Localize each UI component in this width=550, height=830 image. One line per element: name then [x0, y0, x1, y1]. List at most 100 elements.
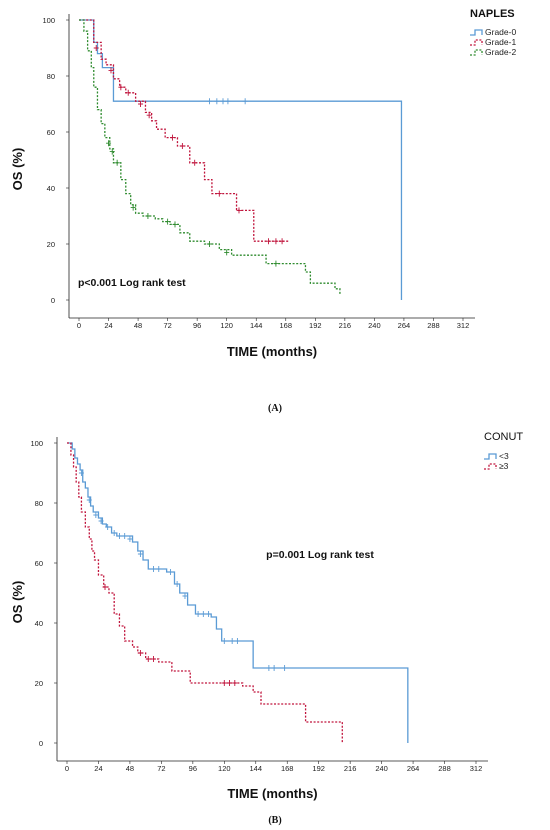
- censor-mark: [206, 98, 212, 105]
- censor-mark: [137, 650, 143, 656]
- y-tick-label: 80: [35, 499, 43, 508]
- x-tick-label: 120: [218, 764, 231, 773]
- censor-mark: [236, 207, 242, 214]
- censor-mark: [170, 134, 176, 141]
- y-tick-label: 60: [35, 559, 43, 568]
- censor-mark: [266, 238, 272, 245]
- censor-mark: [156, 566, 162, 572]
- censor-mark: [172, 221, 178, 228]
- censor-mark: [214, 98, 220, 105]
- x-tick-label: 0: [65, 764, 69, 773]
- censor-mark: [224, 249, 230, 256]
- censor-mark: [229, 638, 235, 644]
- x-tick-label: 120: [220, 321, 233, 330]
- legend-entry: Grade-0: [485, 27, 516, 37]
- x-tick-label: 216: [339, 321, 352, 330]
- censor-mark: [242, 98, 248, 105]
- chart-panel-a: 0 20 40 60 80 100 0 24 48 72 96 120 144 168 192 216 240 2…: [10, 8, 516, 414]
- censor-mark: [151, 656, 157, 662]
- censor-mark: [200, 611, 206, 617]
- censor-mark: [114, 159, 120, 166]
- x-tick-label: 264: [398, 321, 411, 330]
- legend-swatch: [470, 29, 483, 36]
- x-tick-label: 96: [193, 321, 201, 330]
- y-tick-label: 20: [35, 679, 43, 688]
- survival-curve-Grade0: [79, 19, 403, 300]
- censor-mark: [125, 89, 131, 96]
- censor-mark: [266, 665, 272, 671]
- censor-mark: [93, 512, 99, 518]
- legend-entry: Grade-2: [485, 47, 516, 57]
- censor-mark: [78, 470, 84, 476]
- censor-mark: [273, 238, 279, 245]
- censor-mark: [221, 680, 227, 686]
- y-axis-label: OS (%): [10, 148, 25, 191]
- censor-mark: [106, 140, 112, 147]
- legend-swatch: [484, 463, 497, 470]
- censor-mark: [145, 656, 151, 662]
- x-tick-label: 288: [427, 321, 440, 330]
- y-tick-label: 0: [39, 739, 43, 748]
- log-rank-annotation: p<0.001 Log rank test: [78, 277, 186, 289]
- legend-swatch: [470, 49, 483, 56]
- censor-mark: [118, 84, 124, 91]
- x-tick-label: 312: [457, 321, 470, 330]
- censor-mark: [109, 148, 115, 155]
- censor-mark: [108, 67, 114, 74]
- censor-mark: [206, 611, 212, 617]
- x-tick-label: 288: [438, 764, 451, 773]
- x-tick-label: 264: [407, 764, 420, 773]
- x-tick-label: 48: [134, 321, 142, 330]
- legend-entry: Grade-1: [485, 37, 516, 47]
- survival-curve-3ge3: [67, 442, 343, 743]
- y-tick-label: 60: [47, 128, 55, 137]
- survival-curve-Grade1: [79, 19, 289, 242]
- censor-mark: [279, 238, 285, 245]
- x-tick-label: 24: [104, 321, 112, 330]
- censor-mark: [174, 581, 180, 587]
- censor-mark: [271, 665, 277, 671]
- x-tick-label: 312: [470, 764, 483, 773]
- x-tick-label: 24: [94, 764, 102, 773]
- x-tick-label: 72: [157, 764, 165, 773]
- x-tick-label: 168: [280, 321, 293, 330]
- y-tick-label: 100: [42, 16, 55, 25]
- y-axis-label: OS (%): [10, 581, 25, 624]
- censor-mark: [227, 680, 233, 686]
- censor-mark: [234, 638, 240, 644]
- x-tick-label: 72: [163, 321, 171, 330]
- log-rank-annotation: p=0.001 Log rank test: [266, 549, 374, 561]
- chart-panel-b: 0 20 40 60 80 100 0 24 48 72 96 120 144 168 192 216 240 2…: [10, 431, 523, 826]
- censor-mark: [146, 112, 152, 119]
- censor-mark: [145, 213, 151, 219]
- y-tick-label: 0: [51, 296, 55, 305]
- x-tick-label: 192: [309, 321, 322, 330]
- censor-mark: [221, 638, 227, 644]
- x-tick-label: 216: [344, 764, 357, 773]
- legend-entry: ≥3: [499, 461, 509, 471]
- censor-mark: [127, 536, 133, 542]
- legend-swatch: [470, 39, 483, 46]
- censor-mark: [151, 566, 157, 572]
- y-tick-label: 20: [47, 240, 55, 249]
- censor-mark: [98, 518, 104, 524]
- y-tick-label: 40: [47, 184, 55, 193]
- censor-mark: [220, 98, 226, 105]
- censor-mark: [182, 593, 188, 599]
- panel-label: (B): [268, 815, 281, 826]
- censor-mark: [282, 665, 288, 671]
- censor-mark: [93, 45, 99, 51]
- x-tick-label: 96: [189, 764, 197, 773]
- censor-mark: [179, 143, 185, 149]
- y-tick-label: 100: [30, 439, 43, 448]
- censor-mark: [130, 204, 136, 211]
- censor-mark: [105, 524, 111, 530]
- censor-mark: [116, 533, 122, 539]
- x-tick-label: 240: [375, 764, 388, 773]
- censor-mark: [192, 159, 198, 166]
- x-tick-label: 192: [312, 764, 325, 773]
- censor-mark: [86, 497, 92, 503]
- x-tick-label: 240: [368, 321, 381, 330]
- censor-mark: [102, 584, 108, 590]
